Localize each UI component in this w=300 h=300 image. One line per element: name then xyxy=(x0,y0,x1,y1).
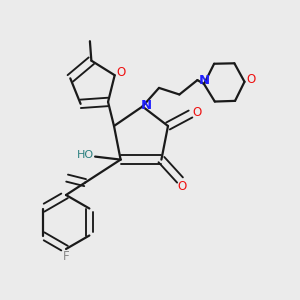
Text: N: N xyxy=(140,99,152,112)
Text: N: N xyxy=(198,74,210,88)
Text: HO: HO xyxy=(77,150,94,161)
Text: O: O xyxy=(193,106,202,119)
Text: O: O xyxy=(247,73,256,86)
Text: O: O xyxy=(117,66,126,79)
Text: F: F xyxy=(63,250,69,263)
Text: O: O xyxy=(177,180,186,193)
